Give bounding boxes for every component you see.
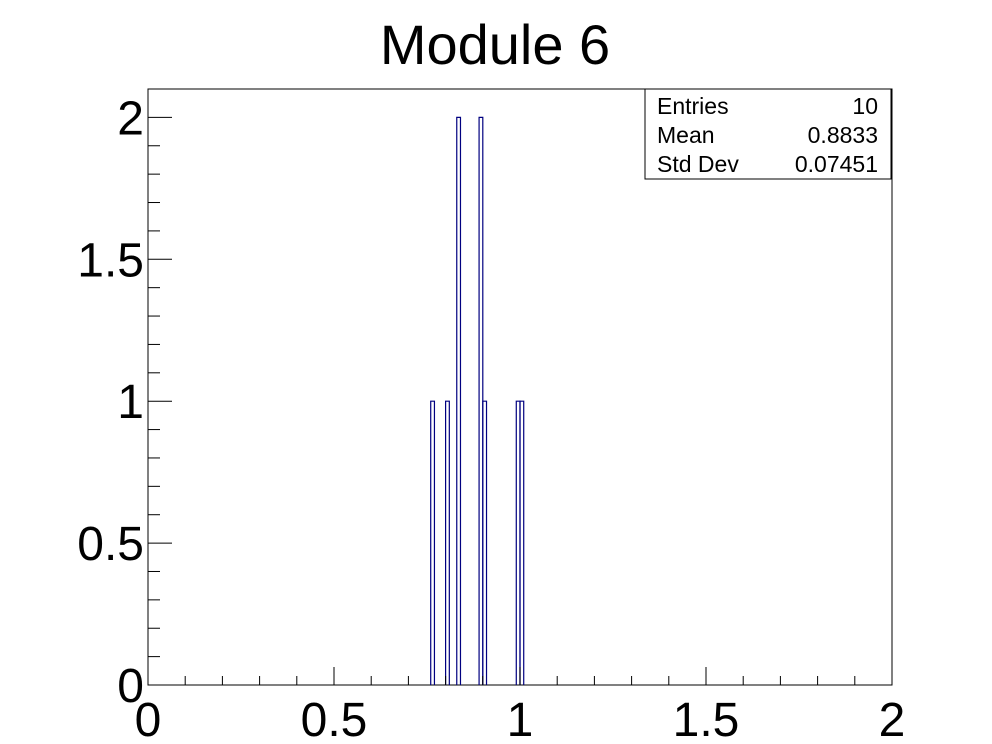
x-tick-label: 0 xyxy=(135,694,162,744)
x-tick-label: 1 xyxy=(507,694,534,744)
histogram-bin-4 xyxy=(482,400,488,685)
histogram-bin-6 xyxy=(519,400,525,685)
chart-title: Module 6 xyxy=(380,13,610,76)
y-tick-label: 1 xyxy=(117,376,144,429)
stats-mean-value: 0.8833 xyxy=(808,122,878,148)
histogram-bins xyxy=(430,116,525,685)
y-tick-label: 1.5 xyxy=(77,234,144,287)
stats-stddev-label: Std Dev xyxy=(657,151,739,177)
x-tick-label: 1.5 xyxy=(673,694,740,744)
y-tick-label: 0 xyxy=(117,660,144,713)
stats-stddev-value: 0.07451 xyxy=(795,151,878,177)
y-tick-label: 2 xyxy=(117,92,144,145)
histogram-bin-0 xyxy=(430,400,436,685)
stats-box: Entries 10 Mean 0.8833 Std Dev 0.07451 xyxy=(644,88,892,180)
x-tick-label: 0.5 xyxy=(301,694,368,744)
histogram-bin-2 xyxy=(456,116,462,685)
stats-box-frame xyxy=(644,88,892,180)
stats-entries-label: Entries xyxy=(657,93,729,119)
histogram-bin-1 xyxy=(445,400,450,685)
y-tick-label: 0.5 xyxy=(77,518,144,571)
y-axis: 0 0.5 1 1.5 2 xyxy=(77,88,172,713)
stats-entries-value: 10 xyxy=(852,93,878,119)
x-axis: 0 0.5 1 1.5 2 xyxy=(135,667,906,744)
stats-mean-label: Mean xyxy=(657,122,715,148)
x-tick-label: 2 xyxy=(879,694,906,744)
